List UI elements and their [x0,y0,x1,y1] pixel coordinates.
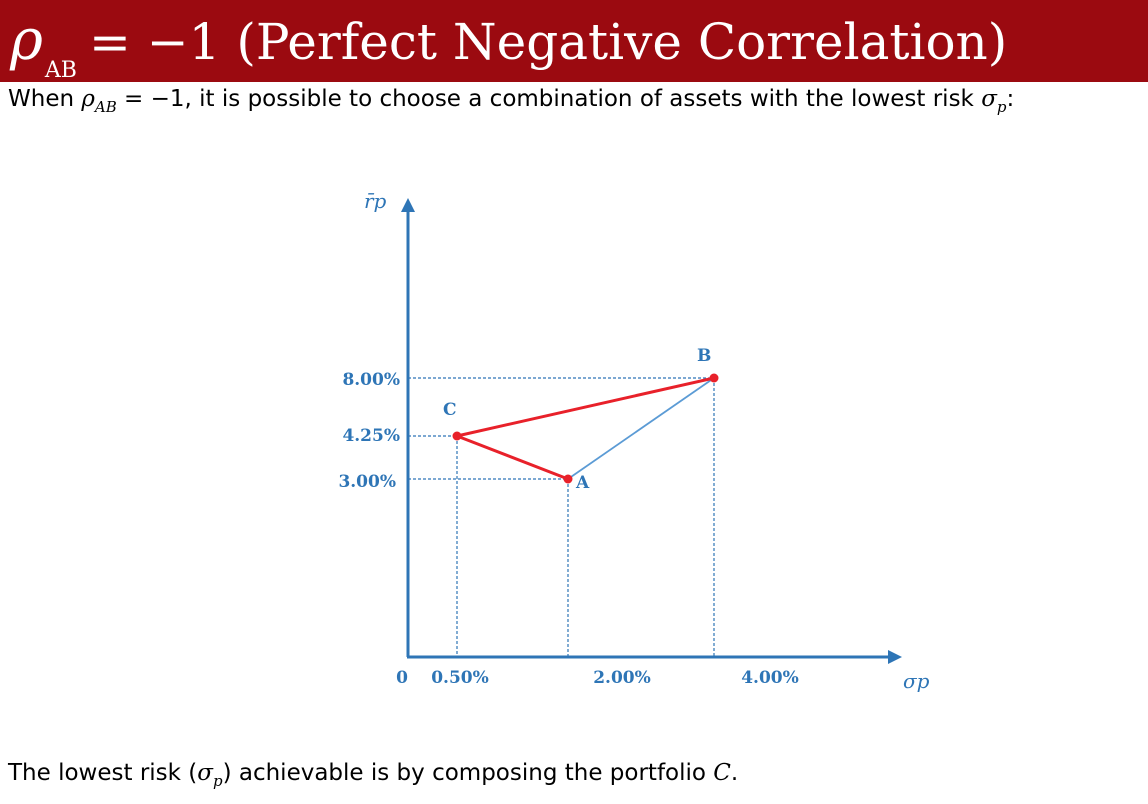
line-c-a [456,434,569,481]
conclusion-portfolio: C [713,760,731,786]
x-tick-400: 4.00% [741,668,799,688]
intro-suffix: : [1006,86,1015,112]
point-c [452,431,462,441]
conclusion-suffix: . [730,760,739,786]
y-tick-8: 8.00% [342,370,400,390]
conclusion-middle: ) achievable is by composing the portfol… [222,760,714,786]
conclusion-prefix: The lowest risk ( [8,760,198,786]
x-axis-arrow [888,650,902,664]
intro-prefix: When [8,86,82,112]
conclusion-sigma: σ [197,760,213,786]
intro-rho: ρ [81,86,95,112]
intro-sigma-sub: p [996,98,1007,116]
line-c-b [456,376,715,438]
rho-symbol: ρ [10,8,43,73]
title-text: = −1 (Perfect Negative Correlation) [88,13,1008,71]
x-tick-200: 2.00% [593,668,651,688]
x-axis-label: σp [903,669,930,693]
point-label-c: C [443,400,457,420]
x-tick-050: 0.50% [431,668,489,688]
conclusion-sentence: The lowest risk (σp) achievable is by co… [8,760,739,790]
point-label-a: A [575,473,590,493]
y-axis-label: r̄p [364,189,387,213]
point-b [709,373,719,383]
conclusion-sigma-sub: p [212,772,223,790]
y-tick-425: 4.25% [342,426,400,446]
intro-middle: = −1, it is possible to choose a combina… [116,86,982,112]
point-a [563,474,573,484]
rho-subscript: AB [44,58,77,82]
intro-rho-sub: AB [94,98,117,116]
intro-sentence: When ρAB = −1, it is possible to choose … [8,86,1015,116]
y-axis-arrow [401,198,415,212]
point-label-b: B [697,346,711,366]
intro-sigma: σ [981,86,997,112]
x-origin-label: 0 [396,668,408,688]
line-a-b [567,377,715,480]
y-tick-3: 3.00% [338,472,396,492]
slide-title: ρAB = −1 (Perfect Negative Correlation) [0,0,1148,82]
